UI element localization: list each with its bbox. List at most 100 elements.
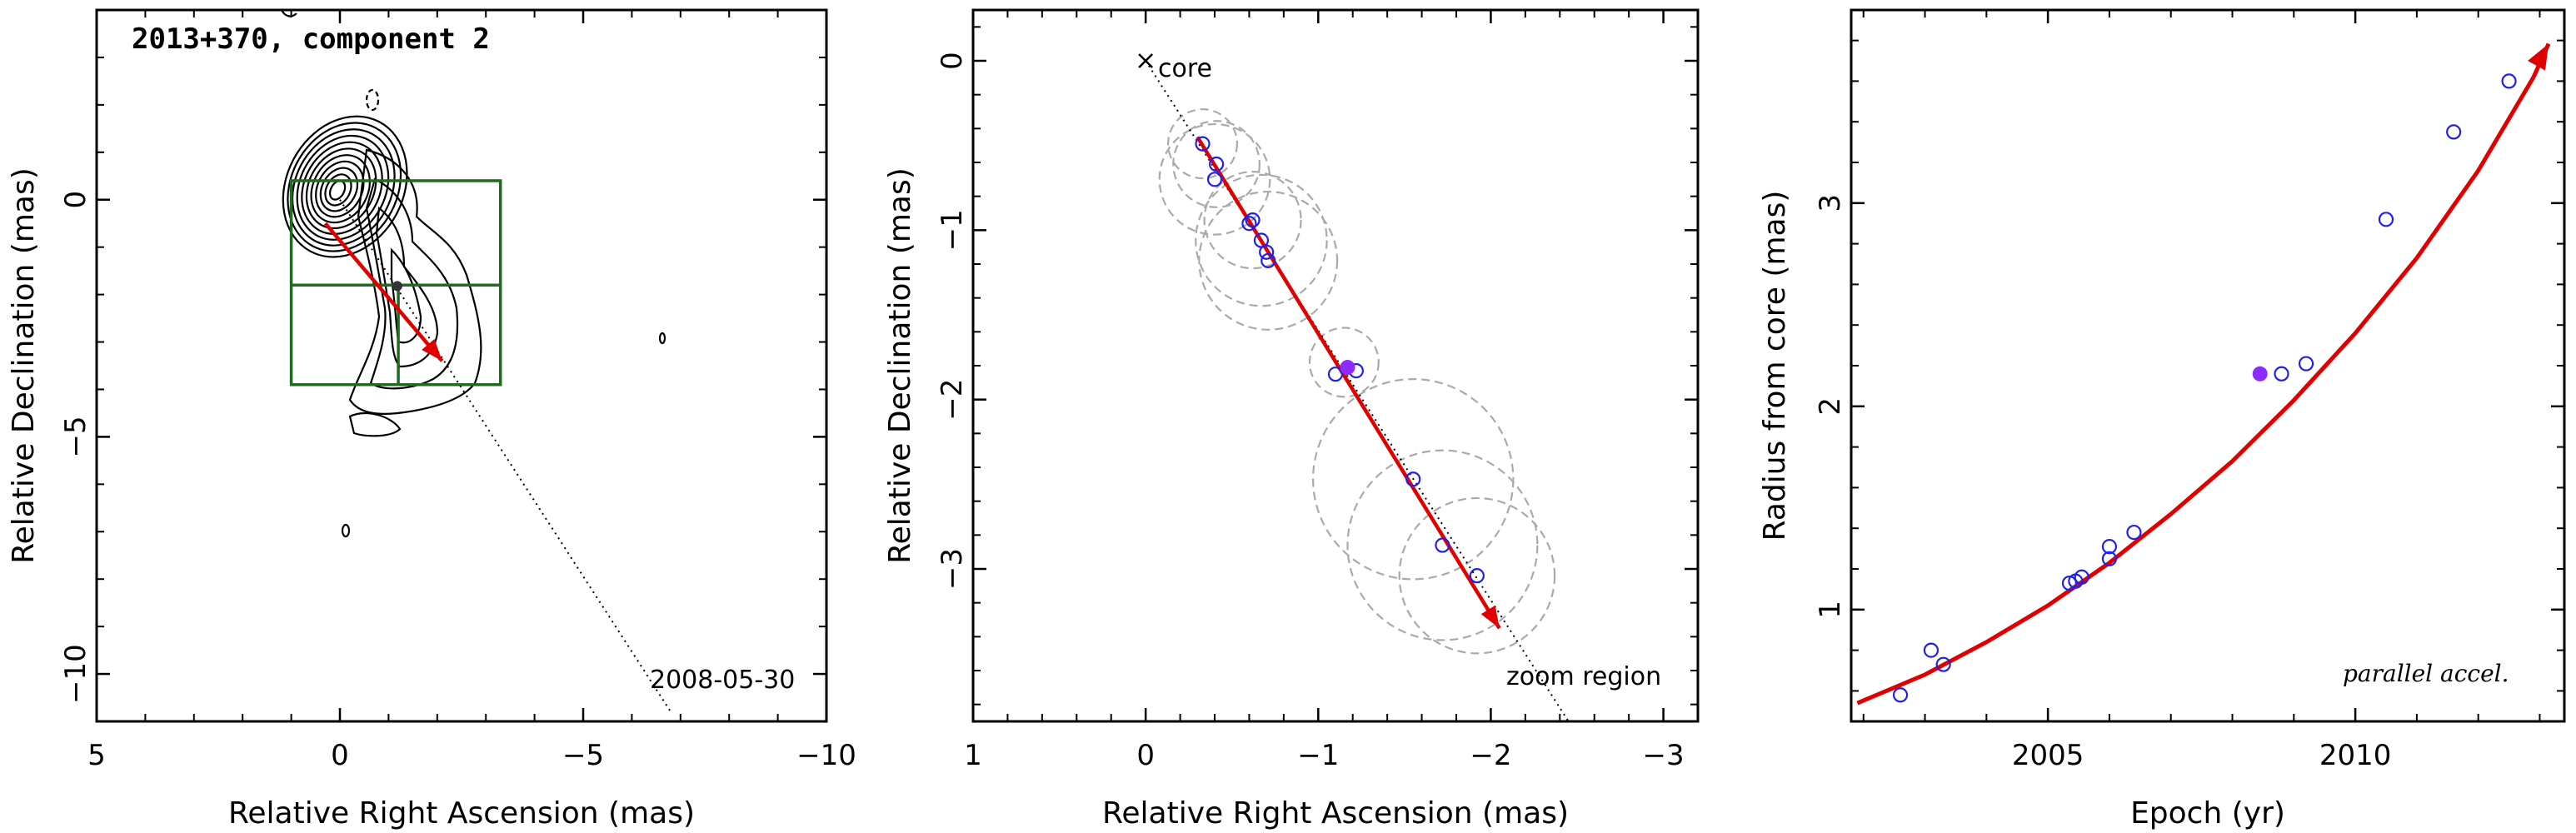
ticks: 5 0 −5 −10 0 −5 −10 bbox=[59, 9, 856, 772]
data-point bbox=[2074, 569, 2089, 585]
fit-curve bbox=[1856, 76, 2536, 706]
y-axis-title: Relative Declination (mas) bbox=[883, 167, 917, 564]
x-tick-label: 5 bbox=[87, 739, 106, 772]
core-contour bbox=[310, 154, 371, 224]
noise-contour bbox=[281, 9, 297, 17]
trajectory-arrow bbox=[323, 222, 444, 362]
beam-circle bbox=[1398, 496, 1556, 655]
y-tick-label: 1 bbox=[1814, 601, 1847, 619]
y-tick-label: 0 bbox=[59, 191, 92, 209]
beam-circle bbox=[1172, 120, 1261, 208]
data-point bbox=[1327, 367, 1344, 382]
noise-contour bbox=[341, 523, 351, 538]
core-contour bbox=[315, 160, 365, 218]
y-axis-title: Relative Declination (mas) bbox=[7, 167, 41, 564]
data-point bbox=[2274, 366, 2289, 382]
data-point bbox=[1208, 156, 1225, 172]
core-contour bbox=[291, 128, 396, 247]
beam-circle bbox=[1346, 449, 1539, 641]
beam-circle bbox=[1203, 171, 1302, 270]
plot-frame bbox=[95, 8, 828, 723]
data-point bbox=[1245, 212, 1261, 228]
data-point bbox=[1923, 642, 1939, 658]
data-point bbox=[1469, 568, 1485, 584]
y-tick-label: 0 bbox=[936, 52, 969, 70]
data-point bbox=[1241, 216, 1257, 232]
core-contour bbox=[296, 134, 390, 241]
data-point bbox=[1435, 537, 1450, 553]
x-axis-title: Relative Right Ascension (mas) bbox=[1102, 796, 1569, 831]
noise-contour bbox=[658, 332, 666, 345]
y-tick-label: 2 bbox=[1814, 397, 1847, 416]
beam-circle bbox=[1311, 377, 1515, 581]
zoom-region-box bbox=[289, 179, 502, 387]
overlay bbox=[1138, 53, 1570, 722]
trajectory-arrow-head bbox=[422, 339, 442, 362]
core-label: core bbox=[1158, 54, 1212, 83]
ticks: 1 0 −1 −2 −3 0 −1 −2 −3 bbox=[936, 10, 1699, 772]
radio-contours bbox=[281, 9, 666, 538]
x-tick-label: 2010 bbox=[2319, 739, 2392, 772]
data-point bbox=[1405, 471, 1421, 487]
core-contour bbox=[324, 173, 352, 207]
overlay bbox=[1856, 42, 2551, 706]
x-tick-label: 0 bbox=[1136, 739, 1155, 772]
y-tick-label: 3 bbox=[1814, 194, 1847, 212]
negative-contour bbox=[365, 88, 380, 112]
y-tick-label: −5 bbox=[59, 416, 92, 457]
jet-contour bbox=[348, 412, 402, 437]
x-tick-label: 2005 bbox=[2012, 739, 2084, 772]
plot-frame bbox=[971, 8, 1700, 723]
x-axis-title: Relative Right Ascension (mas) bbox=[228, 796, 695, 831]
y-tick-label: −1 bbox=[936, 209, 969, 251]
data-point bbox=[2061, 575, 2078, 591]
x-tick-label: −2 bbox=[1470, 739, 1511, 772]
x-axis-title: Epoch (yr) bbox=[2130, 796, 2285, 831]
x-tick-label: −3 bbox=[1643, 739, 1685, 772]
y-tick-label: −2 bbox=[936, 379, 969, 421]
data-point bbox=[2378, 212, 2394, 227]
data-point bbox=[2501, 73, 2517, 89]
highlight-point bbox=[2252, 366, 2268, 382]
component-marker bbox=[392, 281, 402, 292]
core-contour bbox=[282, 115, 408, 258]
trajectory-arrow-head bbox=[1480, 605, 1500, 629]
core-contour bbox=[287, 122, 402, 252]
beam-circle bbox=[1198, 190, 1339, 331]
direction-line bbox=[1145, 60, 1570, 722]
fit-curve-arrowhead bbox=[2528, 43, 2549, 71]
core-contour bbox=[305, 147, 377, 230]
x-tick-label: 1 bbox=[964, 739, 982, 772]
core-marker bbox=[1138, 53, 1154, 68]
overlay bbox=[289, 179, 671, 713]
annotation-note: parallel accel. bbox=[2343, 660, 2509, 687]
panel-contour-map: 5 0 −5 −10 0 −5 −10 2013+370, component 2 2008… bbox=[7, 8, 856, 831]
y-axis-title: Radius from core (mas) bbox=[1758, 191, 1792, 541]
data-point bbox=[1935, 656, 1951, 672]
core-contour bbox=[301, 141, 383, 236]
beam-circle bbox=[1166, 108, 1239, 180]
data-point bbox=[2101, 551, 2118, 566]
data-point bbox=[1259, 244, 1275, 260]
data-point bbox=[2446, 124, 2462, 140]
ticks: 2005 2010 1 2 3 bbox=[1814, 10, 2564, 772]
data-point bbox=[1206, 172, 1223, 187]
jet-contour bbox=[365, 177, 459, 390]
beam-circle bbox=[1158, 122, 1271, 236]
plot-frame bbox=[1850, 8, 2566, 723]
x-tick-label: 0 bbox=[331, 739, 349, 772]
x-tick-label: −5 bbox=[562, 739, 604, 772]
panel-title: 2013+370, component 2 bbox=[132, 22, 490, 56]
x-tick-label: −1 bbox=[1297, 739, 1339, 772]
panel-radius-vs-epoch: 2005 2010 1 2 3 parallel accel. Epoch (yr) R… bbox=[1758, 8, 2566, 831]
beam-circles bbox=[1158, 108, 1556, 655]
data-point bbox=[1195, 136, 1211, 152]
x-tick-label: −10 bbox=[796, 739, 856, 772]
epoch-label: 2008-05-30 bbox=[650, 666, 795, 695]
highlight-point bbox=[1340, 360, 1355, 376]
zoom-region-label: zoom region bbox=[1506, 662, 1661, 691]
panel-zoom-positions: 1 0 −1 −2 −3 0 −1 −2 −3 core zoom region Relativ… bbox=[883, 8, 1700, 831]
data-point bbox=[1892, 687, 1909, 703]
beam-circle bbox=[1308, 327, 1380, 398]
